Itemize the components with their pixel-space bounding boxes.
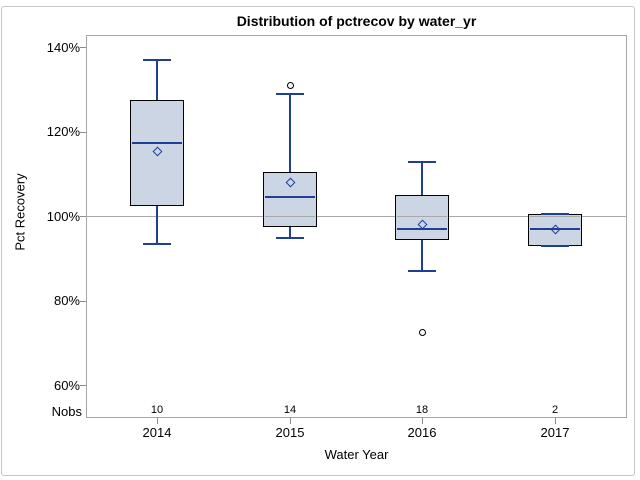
- x-tick-mark: [289, 418, 291, 424]
- reference-line-inner-2017: [530, 215, 580, 218]
- outlier-marker-2015: [286, 82, 294, 90]
- x-tick-label-2017: 2017: [540, 425, 570, 440]
- y-tick-label: 100%: [46, 208, 80, 224]
- y-tick-label: 120%: [46, 124, 80, 139]
- x-tick-mark: [554, 418, 556, 424]
- median-line-2016: [397, 228, 447, 231]
- y-tick-mark: [80, 385, 86, 386]
- box-2015: [263, 172, 317, 228]
- y-tick-mark: [80, 131, 86, 133]
- nobs-value-2017: 2: [551, 404, 559, 416]
- whisker-line-2015: [289, 93, 291, 238]
- nobs-value-2015: 14: [283, 404, 297, 416]
- x-tick-mark: [421, 418, 423, 424]
- median-line-2017: [530, 228, 580, 231]
- nobs-row-label: Nobs: [51, 404, 82, 419]
- box-2016: [395, 195, 449, 240]
- reference-line-inner-2016: [397, 215, 447, 218]
- y-tick-mark: [80, 216, 86, 217]
- x-tick-label-2016: 2016: [407, 425, 437, 440]
- y-tick-mark: [80, 300, 86, 302]
- whisker-cap-2014: [143, 59, 171, 62]
- box-2017: [528, 214, 582, 247]
- x-tick-label-2015: 2015: [275, 425, 305, 440]
- median-line-2015: [265, 196, 315, 199]
- reference-line-inner-2015: [265, 215, 315, 218]
- whisker-cap-2016: [408, 160, 436, 163]
- plot-area: 10 14 18 2: [86, 35, 627, 418]
- box-2014: [130, 100, 184, 206]
- whisker-cap-2017: [541, 213, 569, 216]
- whisker-cap-2015: [276, 92, 304, 95]
- y-tick-label: 80%: [53, 293, 80, 308]
- reference-line-100: [86, 215, 627, 218]
- x-tick-label-2014: 2014: [142, 425, 172, 440]
- y-tick-mark: [80, 47, 86, 48]
- whisker-cap-2014: [143, 242, 171, 245]
- x-tick-mark: [156, 418, 158, 424]
- y-tick-label: 60%: [53, 377, 80, 393]
- nobs-value-2016: 18: [415, 404, 429, 416]
- x-axis-title: Water Year: [324, 447, 389, 462]
- nobs-value-2014: 10: [150, 404, 164, 416]
- whisker-cap-2015: [276, 236, 304, 239]
- outlier-marker-2016: [418, 329, 426, 337]
- whisker-cap-2017: [541, 245, 569, 248]
- whisker-cap-2016: [408, 270, 436, 273]
- y-tick-label: 140%: [46, 39, 80, 55]
- chart-title: Distribution of pctrecov by water_yr: [236, 13, 477, 29]
- median-line-2014: [132, 141, 182, 144]
